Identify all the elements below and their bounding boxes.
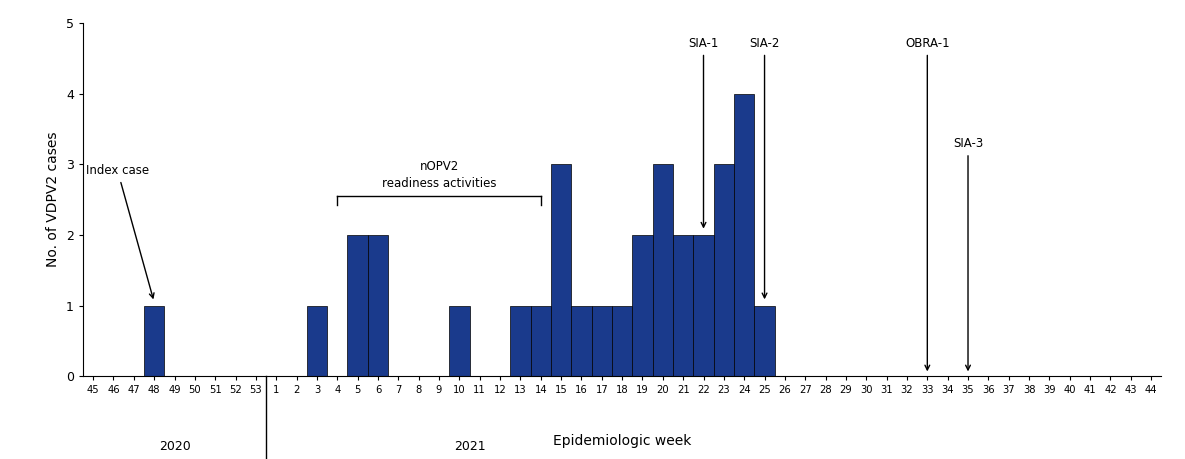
Bar (551, 164, 571, 376)
Text: Index case: Index case (87, 164, 154, 298)
Text: SIA-3: SIA-3 (953, 137, 984, 370)
Text: SIA-2: SIA-2 (749, 37, 780, 298)
Bar (449, 306, 469, 376)
Bar (367, 235, 389, 376)
Text: SIA-1: SIA-1 (688, 37, 718, 227)
Bar (713, 164, 734, 376)
Bar (755, 306, 775, 376)
Bar (591, 306, 611, 376)
Bar (693, 235, 713, 376)
X-axis label: Epidemiologic week: Epidemiologic week (553, 434, 691, 448)
Bar (611, 306, 633, 376)
Text: OBRA-1: OBRA-1 (905, 37, 949, 370)
Text: 2020: 2020 (159, 440, 191, 453)
Bar (347, 235, 367, 376)
Y-axis label: No. of VDPV2 cases: No. of VDPV2 cases (46, 132, 60, 268)
Text: 2021: 2021 (454, 440, 486, 453)
Text: nOPV2
readiness activities: nOPV2 readiness activities (382, 161, 497, 190)
Bar (511, 306, 531, 376)
Bar (145, 306, 165, 376)
Bar (307, 306, 327, 376)
Bar (734, 94, 755, 376)
Bar (673, 235, 693, 376)
Bar (633, 235, 653, 376)
Bar (571, 306, 591, 376)
Bar (653, 164, 673, 376)
Bar (531, 306, 551, 376)
